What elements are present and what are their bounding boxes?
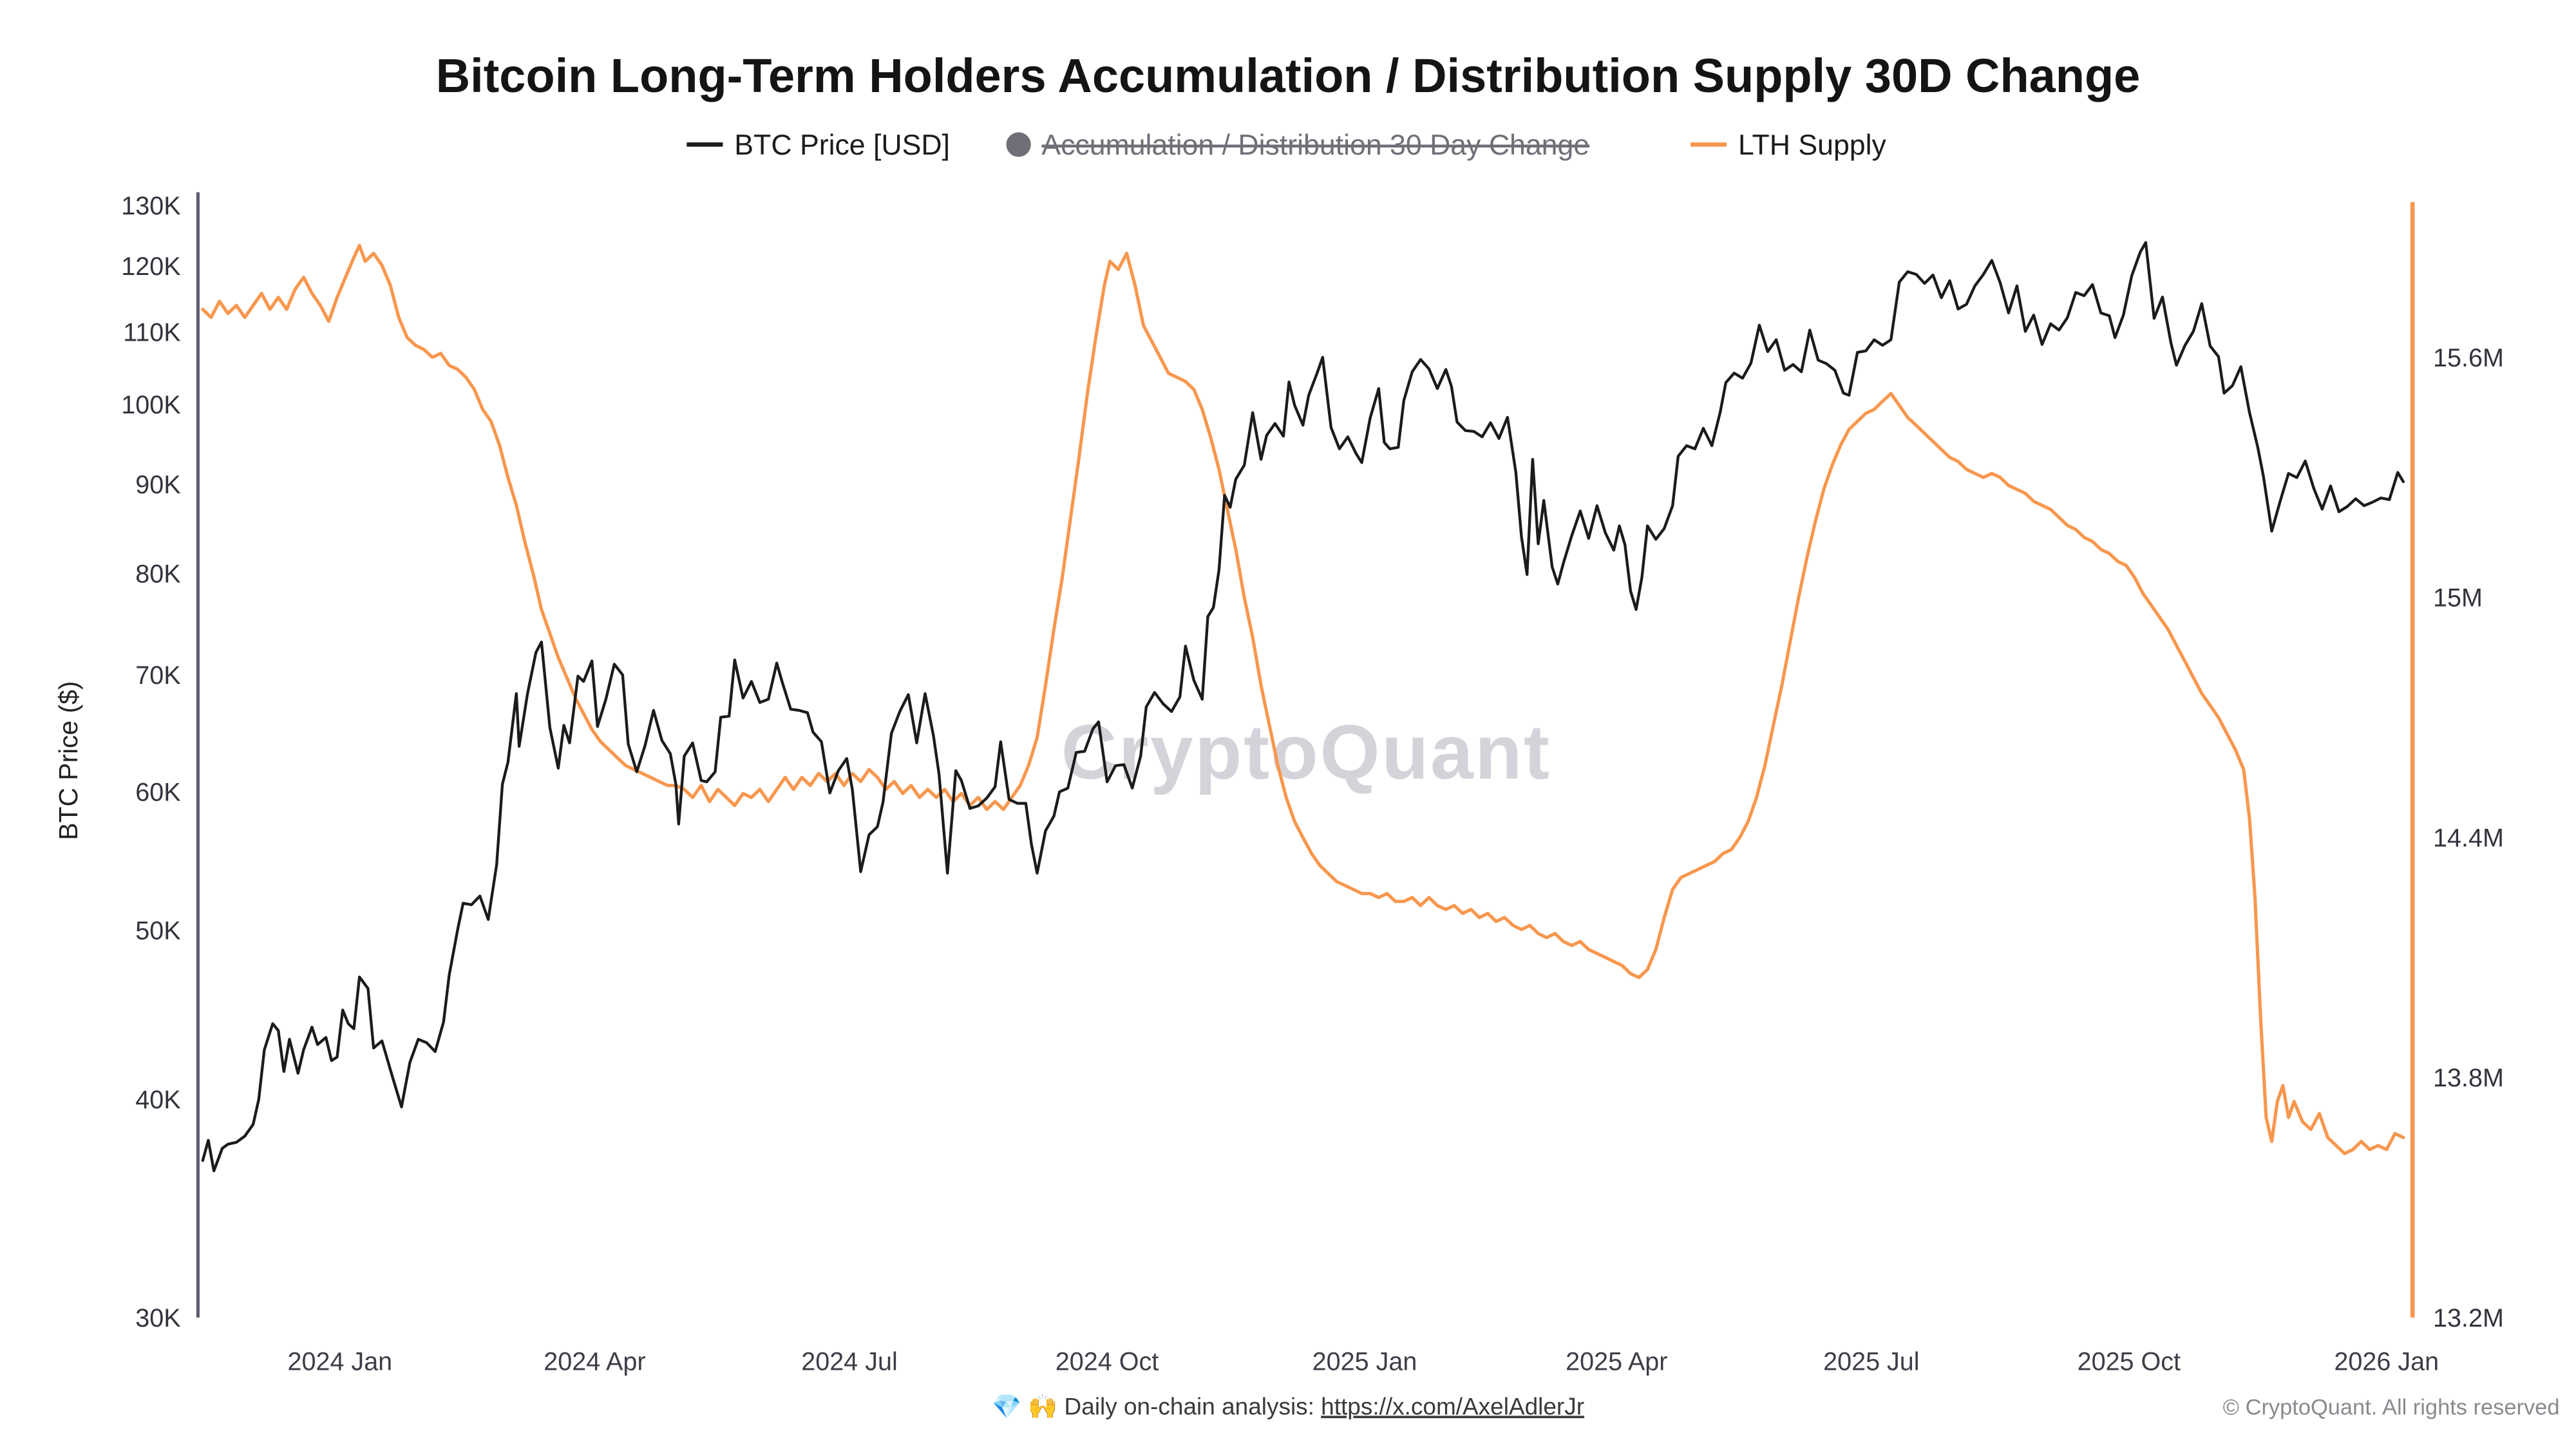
y-left-tick-label: 70K	[135, 661, 180, 690]
legend-item-btc-price[interactable]: BTC Price [USD]	[687, 129, 950, 161]
x-tick-label: 2024 Apr	[544, 1348, 645, 1376]
x-axis-tick-labels: 2024 Jan 2024 Apr 2024 Jul 2024 Oct 2025 Jan…	[288, 1348, 2439, 1376]
legend: BTC Price [USD] Accumulation / Distribut…	[687, 129, 1887, 161]
y-right-tick-label: 13.2M	[2433, 1304, 2504, 1332]
series-group	[201, 241, 2405, 1173]
cryptoquant-watermark: CryptoQuant	[1061, 709, 1551, 795]
x-tick-label: 2025 Jul	[1823, 1348, 1919, 1376]
copyright-notice: © CryptoQuant. All rights reserved	[2223, 1395, 2560, 1419]
footer-link[interactable]: https://x.com/AxelAdlerJr	[1321, 1393, 1584, 1419]
y-right-tick-label: 15M	[2433, 584, 2483, 612]
y-axis-title: BTC Price ($)	[53, 681, 83, 840]
y-right-tick-labels: 13.2M 13.8M 14.4M 15M 15.6M	[2433, 344, 2504, 1332]
x-tick-label: 2024 Oct	[1056, 1348, 1159, 1376]
legend-label-lth: LTH Supply	[1738, 129, 1887, 161]
disabled-series-dot-icon	[1006, 132, 1031, 157]
page-title: Bitcoin Long-Term Holders Accumulation /…	[436, 49, 2141, 102]
x-tick-label: 2024 Jul	[801, 1348, 897, 1376]
y-left-tick-label: 50K	[135, 916, 180, 945]
y-left-tick-label: 110K	[123, 319, 180, 347]
y-left-tick-label: 60K	[135, 779, 180, 807]
y-left-tick-label: 40K	[135, 1086, 180, 1114]
y-right-tick-label: 13.8M	[2433, 1064, 2504, 1092]
footer-analysis-text: 💎 🙌 Daily on-chain analysis: https://x.c…	[992, 1393, 1584, 1419]
y-left-tick-label: 80K	[135, 560, 180, 589]
footer-analysis-prefix: 💎 🙌 Daily on-chain analysis:	[992, 1393, 1321, 1419]
legend-label-acc-dist: Accumulation / Distribution 30 Day Chang…	[1041, 129, 1589, 161]
y-left-tick-label: 30K	[135, 1304, 180, 1332]
y-left-tick-label: 130K	[121, 192, 180, 220]
x-tick-label: 2025 Apr	[1566, 1348, 1667, 1376]
y-left-tick-label: 100K	[121, 391, 180, 419]
y-left-tick-labels: 30K 40K 50K 60K 70K 80K 90K 100K 110K 120K 130K	[121, 192, 180, 1332]
y-right-tick-label: 14.4M	[2433, 824, 2504, 852]
x-tick-label: 2025 Jan	[1312, 1348, 1417, 1376]
y-right-tick-label: 15.6M	[2433, 344, 2504, 372]
btc-price-series	[201, 241, 2405, 1173]
y-left-tick-label: 120K	[121, 252, 180, 281]
legend-item-lth-supply[interactable]: LTH Supply	[1690, 129, 1887, 161]
x-tick-label: 2026 Jan	[2334, 1348, 2439, 1376]
footer: 💎 🙌 Daily on-chain analysis: https://x.c…	[992, 1393, 2560, 1419]
y-left-tick-label: 90K	[135, 471, 180, 499]
axes: BTC Price ($) 30K 40K 50K 60K 70K 80K 90K 100K 1…	[53, 192, 2504, 1376]
legend-item-acc-dist[interactable]: Accumulation / Distribution 30 Day Chang…	[1006, 129, 1590, 161]
x-tick-label: 2025 Oct	[2078, 1348, 2181, 1376]
lth-supply-series	[201, 243, 2405, 1155]
x-tick-label: 2024 Jan	[288, 1348, 393, 1376]
legend-label-btc: BTC Price [USD]	[734, 129, 950, 161]
